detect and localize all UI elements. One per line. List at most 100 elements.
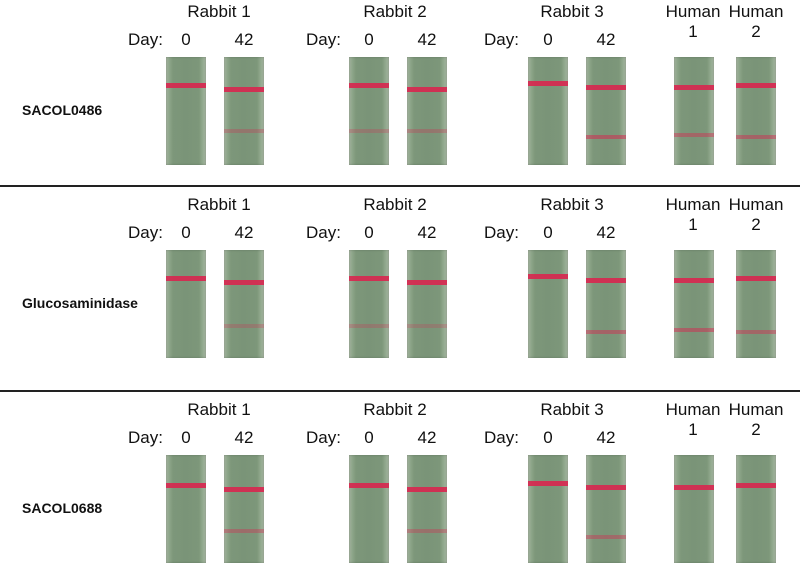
day-value: 42 <box>596 223 616 242</box>
test-strip <box>586 57 626 165</box>
control-band <box>349 276 389 281</box>
day-label: Day: <box>128 428 163 447</box>
day-value: 0 <box>181 223 191 242</box>
group-label: Rabbit 1 <box>187 2 251 21</box>
test-band <box>407 529 447 533</box>
day-value: 0 <box>364 223 374 242</box>
test-band <box>586 330 626 334</box>
panel-0: Rabbit 1 Day: 0 42 Rabbit 2 Day: 0 42 Rabbit 3 Da… <box>0 0 800 190</box>
control-band <box>528 81 568 86</box>
test-band <box>407 129 447 133</box>
test-strip <box>407 57 447 165</box>
test-band <box>407 324 447 328</box>
subject-number: 1 <box>688 215 698 234</box>
group-label: Rabbit 3 <box>540 195 604 214</box>
group-label: Rabbit 1 <box>187 400 251 419</box>
group-label: Rabbit 2 <box>363 2 427 21</box>
subject-number: 2 <box>751 22 761 41</box>
test-strip <box>166 250 206 358</box>
group-label: Human <box>665 400 721 419</box>
control-band <box>736 483 776 488</box>
test-strip <box>586 250 626 358</box>
day-label: Day: <box>306 30 341 49</box>
day-value: 0 <box>364 428 374 447</box>
test-strip <box>674 250 714 358</box>
test-strip <box>528 455 568 563</box>
control-band <box>407 487 447 492</box>
control-band <box>528 481 568 486</box>
day-value: 42 <box>596 30 616 49</box>
panel-2: Rabbit 1 Day: 0 42 Rabbit 2 Day: 0 42 Rabbit 3 Da… <box>0 398 800 588</box>
control-band <box>166 483 206 488</box>
day-value: 42 <box>417 223 437 242</box>
panel-1: Rabbit 1 Day: 0 42 Rabbit 2 Day: 0 42 Rabbit 3 Da… <box>0 193 800 383</box>
group-label: Human <box>728 195 784 214</box>
group-label: Human <box>728 400 784 419</box>
test-strip <box>586 455 626 563</box>
test-band <box>674 133 714 137</box>
day-label: Day: <box>484 428 519 447</box>
test-strip <box>736 250 776 358</box>
day-value: 0 <box>181 30 191 49</box>
test-strip <box>166 57 206 165</box>
group-label: Rabbit 2 <box>363 400 427 419</box>
day-value: 0 <box>543 428 553 447</box>
test-strip <box>736 57 776 165</box>
subject-number: 2 <box>751 420 761 439</box>
control-band <box>407 87 447 92</box>
subject-number: 1 <box>688 22 698 41</box>
test-strip <box>528 250 568 358</box>
test-strip <box>407 455 447 563</box>
test-strip <box>674 57 714 165</box>
test-band <box>224 529 264 533</box>
test-band <box>224 129 264 133</box>
subject-number: 1 <box>688 420 698 439</box>
group-label: Human <box>665 195 721 214</box>
control-band <box>224 87 264 92</box>
control-band <box>349 483 389 488</box>
control-band <box>407 280 447 285</box>
control-band <box>586 85 626 90</box>
day-value: 42 <box>234 30 254 49</box>
group-label: Human <box>665 2 721 21</box>
group-label: Rabbit 2 <box>363 195 427 214</box>
day-label: Day: <box>484 223 519 242</box>
test-strip <box>166 455 206 563</box>
test-strip <box>407 250 447 358</box>
group-label: Rabbit 3 <box>540 400 604 419</box>
control-band <box>166 83 206 88</box>
day-value: 0 <box>543 30 553 49</box>
test-strip <box>349 57 389 165</box>
group-label: Rabbit 1 <box>187 195 251 214</box>
test-strip <box>349 250 389 358</box>
day-value: 0 <box>364 30 374 49</box>
test-strip <box>224 57 264 165</box>
test-band <box>349 324 389 328</box>
test-band <box>736 330 776 334</box>
panel-divider <box>0 390 800 392</box>
control-band <box>166 276 206 281</box>
test-band <box>674 328 714 332</box>
day-label: Day: <box>484 30 519 49</box>
day-value: 42 <box>417 30 437 49</box>
control-band <box>736 83 776 88</box>
control-band <box>674 485 714 490</box>
control-band <box>586 278 626 283</box>
day-label: Day: <box>128 223 163 242</box>
test-band <box>736 135 776 139</box>
control-band <box>224 487 264 492</box>
test-strip <box>674 455 714 563</box>
day-label: Day: <box>128 30 163 49</box>
group-label: Rabbit 3 <box>540 2 604 21</box>
test-band <box>586 535 626 539</box>
day-value: 0 <box>181 428 191 447</box>
antigen-label: Glucosaminidase <box>22 295 138 311</box>
control-band <box>349 83 389 88</box>
test-strip <box>349 455 389 563</box>
day-value: 0 <box>543 223 553 242</box>
test-strip <box>224 455 264 563</box>
control-band <box>736 276 776 281</box>
control-band <box>224 280 264 285</box>
test-band <box>224 324 264 328</box>
control-band <box>674 278 714 283</box>
